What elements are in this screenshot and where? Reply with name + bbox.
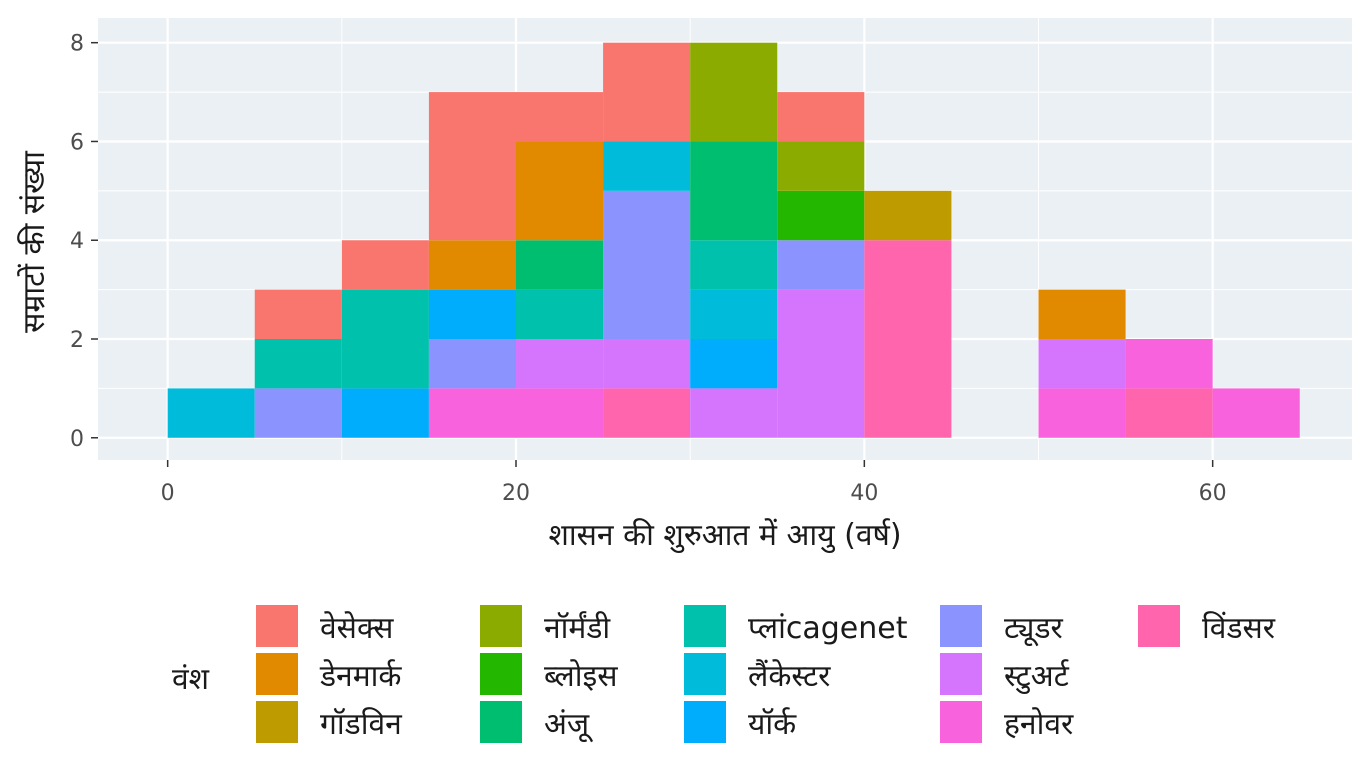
legend-label: ट्यूडर xyxy=(1004,611,1064,647)
legend-swatch xyxy=(940,701,982,743)
bar-segment xyxy=(516,339,604,389)
bar-segment xyxy=(603,190,691,340)
x-axis-title: शासन की शुरुआत में आयु (वर्ष) xyxy=(548,518,901,554)
bar-segment xyxy=(603,42,691,142)
bar-segment xyxy=(1038,339,1126,389)
legend-swatch xyxy=(1138,605,1180,647)
bar-segment xyxy=(1038,388,1126,438)
bar-segment xyxy=(690,240,778,290)
bar-segment xyxy=(341,388,429,438)
legend-label: अंजू xyxy=(544,707,593,743)
legend-swatch xyxy=(940,653,982,695)
bar-segment xyxy=(1038,289,1126,340)
y-tick-label: 2 xyxy=(70,328,84,353)
bar-segment xyxy=(690,388,778,438)
bar-segment xyxy=(428,92,516,241)
bar-segment xyxy=(1212,388,1300,438)
bar-segment xyxy=(777,92,865,142)
legend-swatch xyxy=(684,701,726,743)
legend-label: प्लांcagenet xyxy=(748,611,908,646)
bar-segment xyxy=(254,339,342,389)
bar-segment xyxy=(516,240,604,290)
bar-segment xyxy=(341,289,429,389)
y-tick-label: 0 xyxy=(70,427,84,452)
x-tick-label: 40 xyxy=(850,481,878,506)
bar-segment xyxy=(864,240,952,438)
bar-segment xyxy=(777,141,865,191)
axes: 0 2 4 6 8 0 20 40 60 xyxy=(70,32,1227,506)
bar-segment xyxy=(516,289,604,340)
x-tick-label: 0 xyxy=(161,481,175,506)
bar-segment xyxy=(1125,339,1213,389)
legend-swatch xyxy=(684,653,726,695)
legend-label: लैंकेस्टर xyxy=(748,659,831,694)
bar-segment xyxy=(428,289,516,340)
legend-label: हनोवर xyxy=(1004,707,1074,742)
y-tick-label: 8 xyxy=(70,32,84,57)
bar-segment xyxy=(690,141,778,241)
bar-segment xyxy=(603,339,691,389)
legend-label: नॉर्मंडी xyxy=(544,611,611,646)
legend-label: ब्लोइस xyxy=(544,659,618,694)
legend-swatch xyxy=(480,701,522,743)
legend-swatch xyxy=(256,701,298,743)
bar-segment xyxy=(777,190,865,241)
bar-segment xyxy=(516,388,604,438)
legend-label: वेसेक्स xyxy=(320,611,394,646)
legend-swatch xyxy=(256,653,298,695)
legend-label: गॉडविन xyxy=(320,707,403,742)
bars xyxy=(167,42,1300,438)
legend: वंश वेसेक्स डेनमार्क गॉडविन नॉर्मंडी ब्लोइस अ… xyxy=(172,605,1276,743)
x-tick-label: 20 xyxy=(502,481,530,506)
bar-segment xyxy=(690,289,778,340)
bar-segment xyxy=(254,388,342,438)
x-tick-label: 60 xyxy=(1199,481,1227,506)
bar-segment xyxy=(167,388,255,438)
legend-label: विंडसर xyxy=(1202,611,1276,646)
bar-segment xyxy=(777,240,865,290)
y-tick-label: 6 xyxy=(70,130,84,155)
legend-swatch xyxy=(480,653,522,695)
legend-label: डेनमार्क xyxy=(319,659,402,694)
bar-segment xyxy=(603,141,691,191)
bar-segment xyxy=(254,289,342,340)
bar-segment xyxy=(428,388,516,438)
y-tick-label: 4 xyxy=(70,229,84,254)
legend-label: स्टुअर्ट xyxy=(1004,659,1070,695)
bar-segment xyxy=(777,289,865,438)
legend-swatch xyxy=(940,605,982,647)
bar-segment xyxy=(1125,388,1213,438)
legend-swatch xyxy=(480,605,522,647)
bar-segment xyxy=(428,240,516,290)
bar-segment xyxy=(603,388,691,438)
legend-swatch xyxy=(684,605,726,647)
bar-segment xyxy=(341,240,429,290)
bar-segment xyxy=(690,339,778,389)
bar-segment xyxy=(690,42,778,142)
bar-segment xyxy=(516,141,604,241)
y-axis-title: सम्राटों की संख्या xyxy=(17,150,52,333)
bar-segment xyxy=(864,190,952,241)
legend-swatch xyxy=(256,605,298,647)
legend-title: वंश xyxy=(172,662,210,697)
legend-label: यॉर्क xyxy=(748,707,797,742)
bar-segment xyxy=(428,339,516,389)
bar-segment xyxy=(516,92,604,142)
